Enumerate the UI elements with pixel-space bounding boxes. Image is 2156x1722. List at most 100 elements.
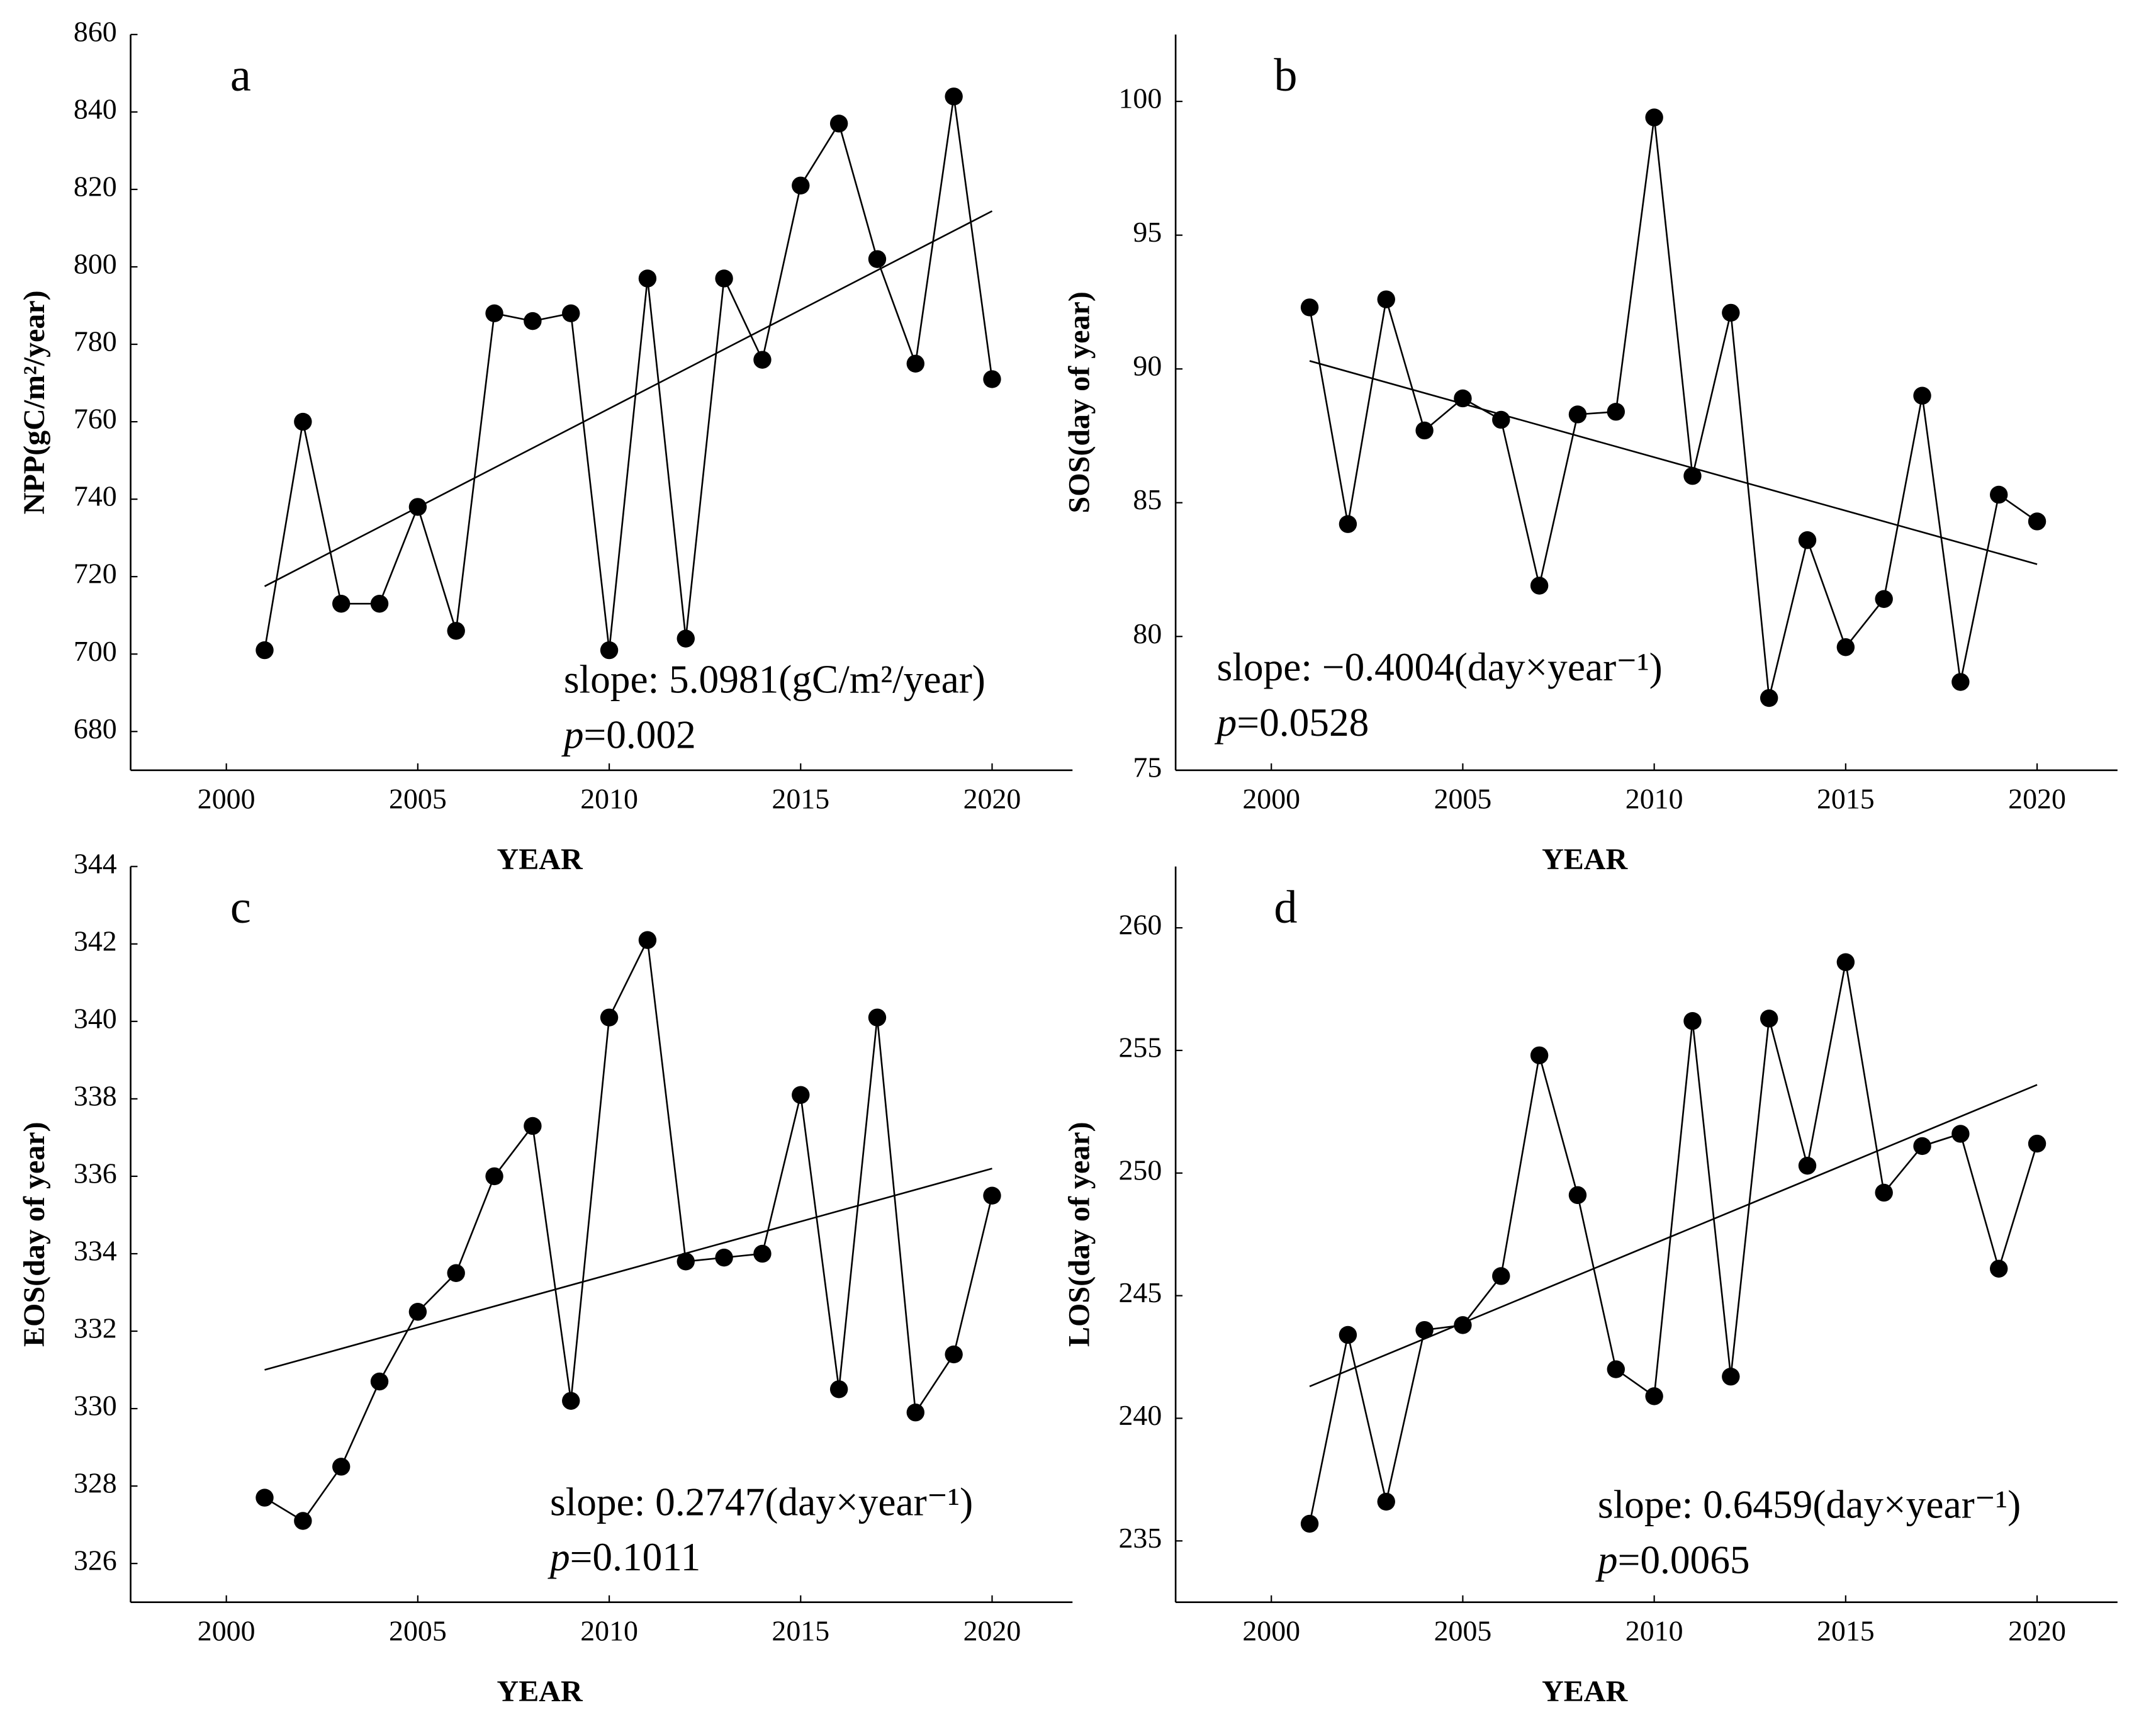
y-tick-label: 336 <box>74 1157 117 1189</box>
x-axis-title: YEAR <box>497 843 583 876</box>
data-point <box>408 1303 427 1321</box>
data-point <box>1300 298 1319 317</box>
y-tick-label: 680 <box>74 712 117 745</box>
y-tick-label: 334 <box>74 1235 117 1267</box>
data-point <box>408 498 427 516</box>
data-point <box>1530 577 1549 595</box>
data-point <box>485 304 503 323</box>
data-point <box>1645 108 1663 127</box>
data-point <box>792 1086 810 1104</box>
data-point <box>1454 1316 1472 1334</box>
data-point <box>792 176 810 194</box>
data-point <box>485 1167 503 1186</box>
data-point <box>1568 1186 1587 1205</box>
p-symbol: p <box>1595 1538 1618 1582</box>
x-tick-label: 2020 <box>2008 1614 2066 1646</box>
data-point <box>753 351 772 369</box>
y-tick-label: 860 <box>74 15 117 47</box>
data-point <box>906 1404 925 1422</box>
x-tick-label: 2010 <box>1625 1614 1683 1646</box>
panel-letter: a <box>230 50 251 101</box>
panel: 75 80 85 90 95 100 2000 2005 2010 2015 2020 YEAR SOS… <box>1063 34 2118 876</box>
y-axis-title: LOS(day of year) <box>1063 1122 1096 1347</box>
y-tick-label: 100 <box>1118 82 1162 115</box>
data-point <box>562 304 580 323</box>
data-point <box>1415 1320 1434 1339</box>
y-tick-label: 332 <box>74 1312 117 1344</box>
data-point <box>524 1117 542 1135</box>
data-point <box>1722 303 1740 322</box>
data-point <box>638 931 657 949</box>
p-annotation: p=0.0065 <box>1595 1538 1750 1582</box>
y-axis-title: EOS(day of year) <box>18 1122 51 1347</box>
y-tick-label: 90 <box>1133 350 1162 382</box>
slope-annotation: slope: 5.0981(gC/m²/year) <box>564 658 985 702</box>
data-point <box>715 269 733 288</box>
data-point <box>1836 638 1855 656</box>
data-point <box>562 1392 580 1410</box>
trend-line <box>264 1168 992 1371</box>
x-tick-label: 2015 <box>1817 1614 1875 1646</box>
data-point <box>370 1372 389 1391</box>
data-point <box>1683 467 1702 485</box>
data-line <box>264 96 993 651</box>
y-tick-label: 840 <box>74 93 117 125</box>
data-point <box>1339 1325 1357 1344</box>
data-point <box>1990 1259 2008 1278</box>
y-tick-label: 326 <box>74 1545 117 1577</box>
data-point <box>945 1345 963 1364</box>
x-tick-label: 2000 <box>198 783 255 815</box>
data-point <box>370 595 389 613</box>
panel: 326 328 330 332 334 336 338 340 342 344 2000 2005 20… <box>18 847 1073 1708</box>
p-symbol: p <box>561 712 584 757</box>
data-point <box>1875 1183 1893 1202</box>
data-point <box>1530 1046 1549 1064</box>
data-point <box>829 1380 848 1398</box>
data-point <box>2028 1134 2047 1153</box>
x-tick-label: 2010 <box>580 783 638 815</box>
x-tick-label: 2020 <box>963 783 1021 815</box>
y-tick-label: 700 <box>74 635 117 667</box>
trend-line <box>1309 1084 2038 1388</box>
data-point <box>600 641 619 660</box>
y-tick-label: 95 <box>1133 216 1162 248</box>
x-tick-label: 2015 <box>772 1614 829 1646</box>
panel-letter: b <box>1274 50 1297 101</box>
data-point <box>1875 590 1893 608</box>
slope-annotation: slope: 0.2747(day×year⁻¹) <box>550 1480 973 1524</box>
data-point <box>906 354 925 373</box>
p-value: =0.0065 <box>1618 1538 1750 1582</box>
y-tick-label: 338 <box>74 1079 117 1111</box>
x-tick-label: 2005 <box>389 1614 447 1646</box>
y-tick-label: 328 <box>74 1467 117 1499</box>
slope-annotation: slope: −0.4004(day×year⁻¹) <box>1217 645 1663 689</box>
x-tick-label: 2015 <box>1817 783 1875 815</box>
data-line <box>1308 117 2038 699</box>
data-point <box>447 1264 465 1282</box>
data-point <box>868 250 887 268</box>
x-tick-label: 2000 <box>1242 1614 1300 1646</box>
y-tick-label: 720 <box>74 558 117 590</box>
data-point <box>1607 1360 1625 1378</box>
y-tick-label: 800 <box>74 248 117 280</box>
panel-letter: c <box>230 882 251 933</box>
y-tick-label: 75 <box>1133 751 1162 783</box>
x-tick-label: 2000 <box>198 1614 255 1646</box>
p-value: =0.0528 <box>1237 700 1369 744</box>
data-point <box>1568 405 1587 424</box>
x-tick-label: 2005 <box>389 783 447 815</box>
data-line <box>264 937 993 1522</box>
p-value: =0.002 <box>584 712 696 757</box>
x-tick-label: 2020 <box>2008 783 2066 815</box>
x-axis-title: YEAR <box>1542 843 1628 876</box>
p-annotation: p=0.002 <box>561 712 696 757</box>
p-symbol: p <box>1215 700 1237 744</box>
y-tick-label: 240 <box>1118 1399 1162 1431</box>
data-point <box>829 115 848 133</box>
data-point <box>1377 290 1395 308</box>
data-point <box>1300 1514 1319 1533</box>
p-annotation: p=0.1011 <box>547 1535 700 1579</box>
panel: 235 240 245 250 255 260 2000 2005 2010 2015 2020 YE… <box>1063 866 2118 1708</box>
y-tick-label: 780 <box>74 325 117 357</box>
p-annotation: p=0.0528 <box>1215 700 1369 744</box>
